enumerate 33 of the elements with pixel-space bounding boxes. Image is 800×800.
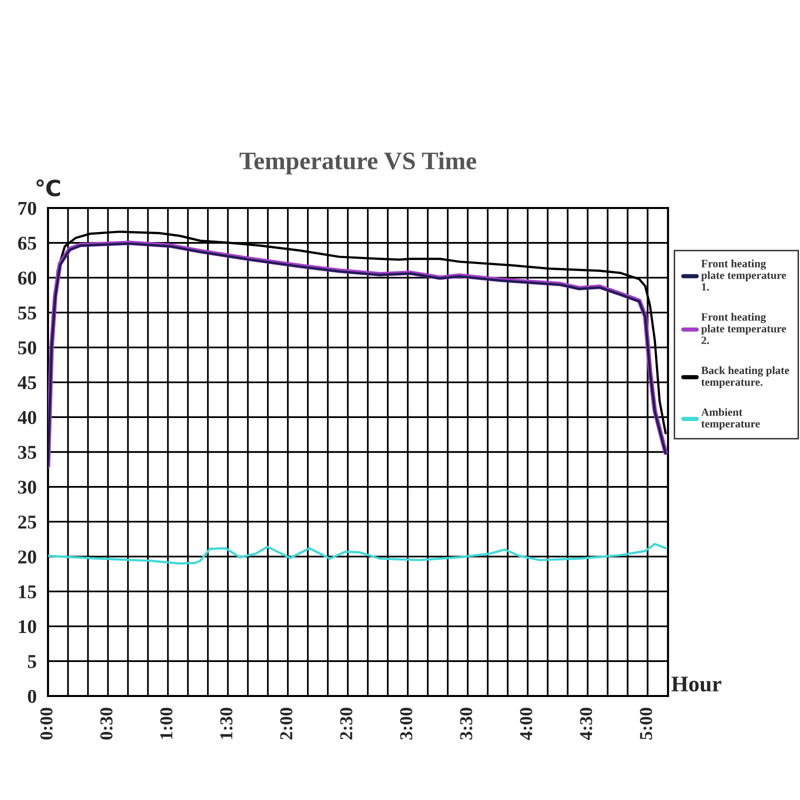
- x-tick-label: 3:30: [460, 708, 472, 740]
- x-axis-title: Hour: [671, 676, 722, 692]
- y-tick-label: 40: [18, 410, 36, 424]
- legend-label: Ambient temperature: [701, 408, 760, 430]
- x-tick-label: 0:30: [100, 708, 113, 740]
- x-tick-label: 3:00: [400, 708, 412, 740]
- x-tick-label: 4:30: [580, 708, 592, 740]
- legend-label: Back heating plate temperature.: [701, 366, 790, 388]
- legend-label: Front heating plate temperature 2.: [701, 312, 786, 344]
- y-tick-label: 60: [18, 272, 36, 285]
- x-tick-label: 2:30: [340, 708, 352, 740]
- y-tick-label: 15: [19, 585, 36, 598]
- y-tick-label: 55: [18, 306, 36, 320]
- chart-title: Temperature VS Time: [240, 152, 476, 174]
- y-tick-label: 45: [18, 376, 36, 390]
- x-tick-label: 2:00: [280, 708, 292, 740]
- y-tick-label: 65: [18, 236, 36, 250]
- y-tick-label: 20: [18, 550, 36, 564]
- y-tick-label: 50: [18, 341, 36, 354]
- y-axis-title: ℃: [36, 179, 60, 196]
- y-tick-label: 25: [18, 516, 36, 529]
- x-tick-label: 4:00: [520, 708, 532, 740]
- y-tick-label: 0: [28, 690, 36, 703]
- legend-label: Front heating plate temperature 1.: [701, 260, 786, 291]
- x-tick-label: 1:00: [160, 708, 173, 739]
- x-tick-label: 0:00: [40, 708, 53, 740]
- y-tick-label: 70: [18, 202, 36, 215]
- y-tick-label: 10: [19, 620, 36, 634]
- y-tick-label: 30: [18, 480, 36, 494]
- y-tick-label: 5: [28, 655, 36, 668]
- x-tick-label: 1:30: [220, 708, 232, 739]
- x-tick-label: 5:00: [640, 708, 652, 740]
- y-tick-label: 35: [18, 446, 36, 459]
